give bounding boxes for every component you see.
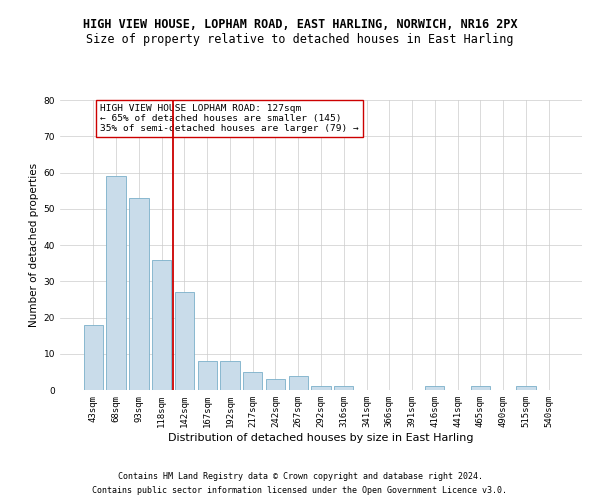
Text: HIGH VIEW HOUSE LOPHAM ROAD: 127sqm
← 65% of detached houses are smaller (145)
3: HIGH VIEW HOUSE LOPHAM ROAD: 127sqm ← 65…	[100, 104, 359, 134]
Bar	[334, 386, 353, 390]
Bar	[152, 260, 172, 390]
Bar	[425, 386, 445, 390]
Bar	[197, 361, 217, 390]
Bar	[129, 198, 149, 390]
X-axis label: Distribution of detached houses by size in East Harling: Distribution of detached houses by size …	[168, 432, 474, 442]
Bar	[516, 386, 536, 390]
Text: HIGH VIEW HOUSE, LOPHAM ROAD, EAST HARLING, NORWICH, NR16 2PX: HIGH VIEW HOUSE, LOPHAM ROAD, EAST HARLI…	[83, 18, 517, 30]
Bar	[220, 361, 239, 390]
Bar	[84, 325, 103, 390]
Text: Contains public sector information licensed under the Open Government Licence v3: Contains public sector information licen…	[92, 486, 508, 495]
Bar	[289, 376, 308, 390]
Y-axis label: Number of detached properties: Number of detached properties	[29, 163, 40, 327]
Text: Contains HM Land Registry data © Crown copyright and database right 2024.: Contains HM Land Registry data © Crown c…	[118, 472, 482, 481]
Bar	[175, 292, 194, 390]
Bar	[243, 372, 262, 390]
Bar	[311, 386, 331, 390]
Bar	[470, 386, 490, 390]
Text: Size of property relative to detached houses in East Harling: Size of property relative to detached ho…	[86, 32, 514, 46]
Bar	[266, 379, 285, 390]
Bar	[106, 176, 126, 390]
